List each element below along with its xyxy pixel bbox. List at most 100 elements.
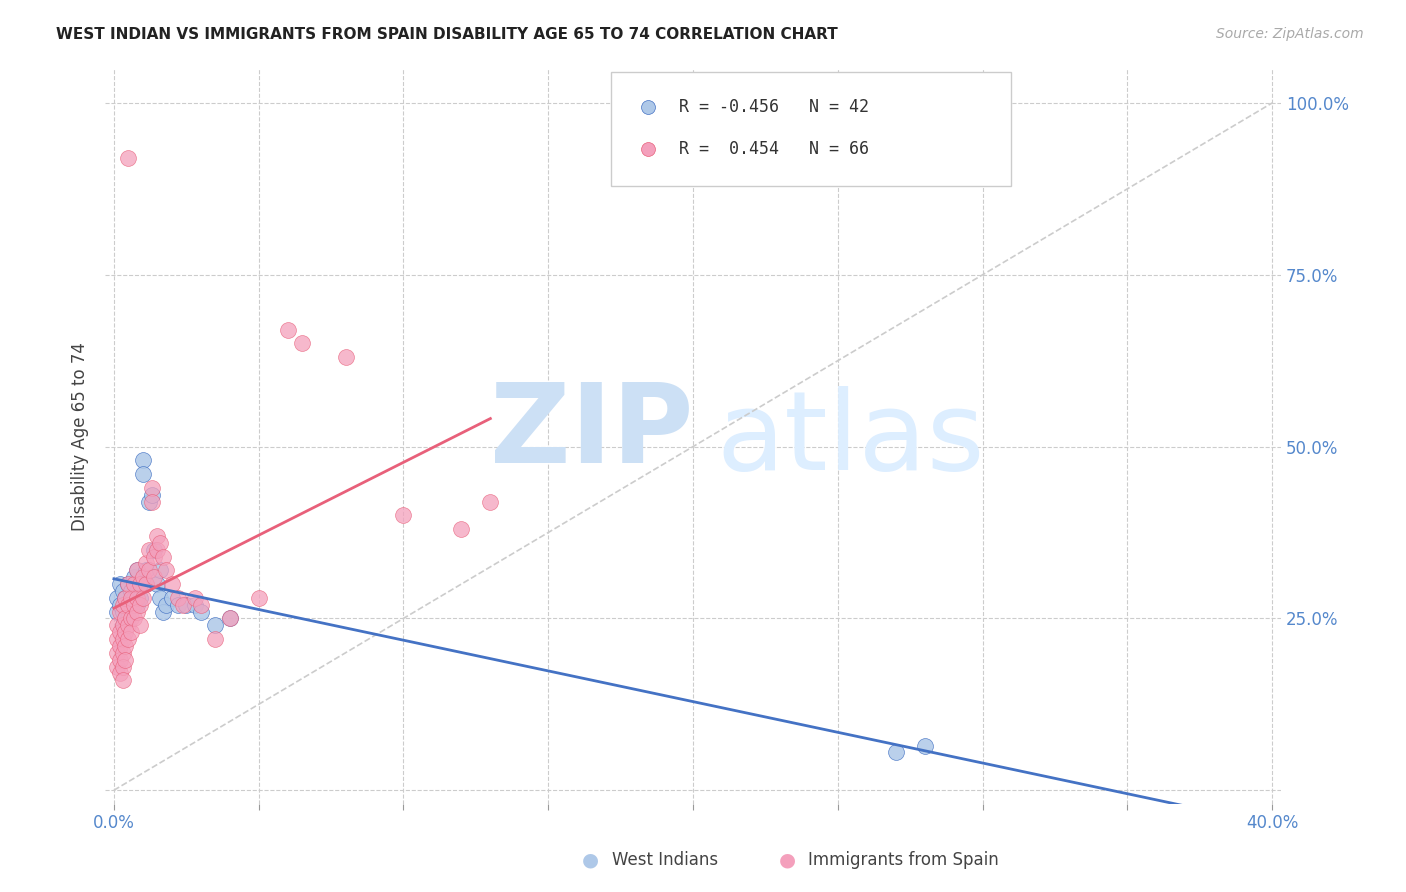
Point (218, 611, 240, 625)
Point (149, 536, 172, 550)
Point (166, 591, 188, 605)
Point (138, 494, 160, 508)
Point (149, 591, 172, 605)
Point (125, 598, 148, 612)
Point (135, 577, 157, 591)
Point (155, 563, 177, 577)
Point (125, 605, 148, 619)
Point (120, 598, 142, 612)
Y-axis label: Disability Age 65 to 74: Disability Age 65 to 74 (72, 342, 89, 531)
Point (125, 563, 148, 577)
Point (152, 605, 174, 619)
Point (105, 591, 128, 605)
Point (108, 625, 131, 640)
Point (132, 453, 155, 467)
Point (108, 577, 131, 591)
FancyBboxPatch shape (610, 72, 1011, 186)
Point (122, 611, 145, 625)
Point (105, 632, 128, 646)
Point (117, 577, 139, 591)
Point (479, 494, 502, 508)
Point (111, 618, 134, 632)
Point (114, 625, 136, 640)
Text: ZIP: ZIP (489, 379, 693, 486)
Point (132, 570, 155, 584)
Point (108, 605, 131, 619)
Point (155, 598, 177, 612)
Point (108, 639, 131, 653)
Point (120, 583, 142, 598)
Point (117, 611, 139, 625)
Point (108, 598, 131, 612)
Point (135, 563, 157, 577)
Point (204, 632, 226, 646)
Text: Immigrants from Spain: Immigrants from Spain (808, 851, 1000, 869)
Point (105, 618, 128, 632)
Point (143, 549, 166, 564)
Point (111, 583, 134, 598)
Point (105, 605, 128, 619)
Point (129, 618, 152, 632)
Text: Source: ZipAtlas.com: Source: ZipAtlas.com (1216, 27, 1364, 41)
Point (114, 611, 136, 625)
Point (111, 673, 134, 688)
Point (111, 618, 134, 632)
Point (117, 151, 139, 165)
Point (120, 611, 142, 625)
Point (291, 336, 314, 351)
Text: R =  0.454   N = 66: R = 0.454 N = 66 (679, 140, 869, 159)
Point (122, 577, 145, 591)
Point (125, 563, 148, 577)
Text: ●: ● (779, 850, 796, 870)
Point (135, 557, 157, 571)
Point (160, 591, 183, 605)
Point (122, 570, 145, 584)
Point (914, 739, 936, 753)
Point (111, 598, 134, 612)
Point (204, 618, 226, 632)
Point (138, 542, 160, 557)
Point (114, 591, 136, 605)
Point (117, 577, 139, 591)
Point (138, 563, 160, 577)
Point (146, 542, 169, 557)
Text: ●: ● (582, 850, 599, 870)
Point (117, 598, 139, 612)
Point (160, 577, 183, 591)
Point (141, 481, 163, 495)
Point (111, 632, 134, 646)
Point (277, 323, 299, 337)
Point (176, 598, 198, 612)
Point (143, 542, 166, 557)
Point (143, 570, 166, 584)
Point (172, 598, 194, 612)
Point (114, 591, 136, 605)
Point (129, 577, 152, 591)
Point (141, 494, 163, 508)
Point (108, 653, 131, 667)
Point (129, 598, 152, 612)
Point (129, 591, 152, 605)
Text: West Indians: West Indians (612, 851, 717, 869)
Point (105, 659, 128, 673)
Point (122, 591, 145, 605)
Text: WEST INDIAN VS IMMIGRANTS FROM SPAIN DISABILITY AGE 65 TO 74 CORRELATION CHART: WEST INDIAN VS IMMIGRANTS FROM SPAIN DIS… (56, 27, 838, 42)
Point (117, 598, 139, 612)
Point (114, 653, 136, 667)
Point (111, 659, 134, 673)
Point (120, 591, 142, 605)
Point (141, 488, 163, 502)
Point (247, 591, 270, 605)
Point (125, 583, 148, 598)
Point (218, 611, 240, 625)
Point (166, 598, 188, 612)
Point (335, 350, 357, 364)
Point (114, 639, 136, 653)
Text: R = -0.456   N = 42: R = -0.456 N = 42 (679, 98, 869, 117)
Point (125, 591, 148, 605)
Text: atlas: atlas (717, 386, 986, 493)
Point (152, 549, 174, 564)
Point (129, 577, 152, 591)
Point (135, 577, 157, 591)
Point (146, 529, 169, 543)
